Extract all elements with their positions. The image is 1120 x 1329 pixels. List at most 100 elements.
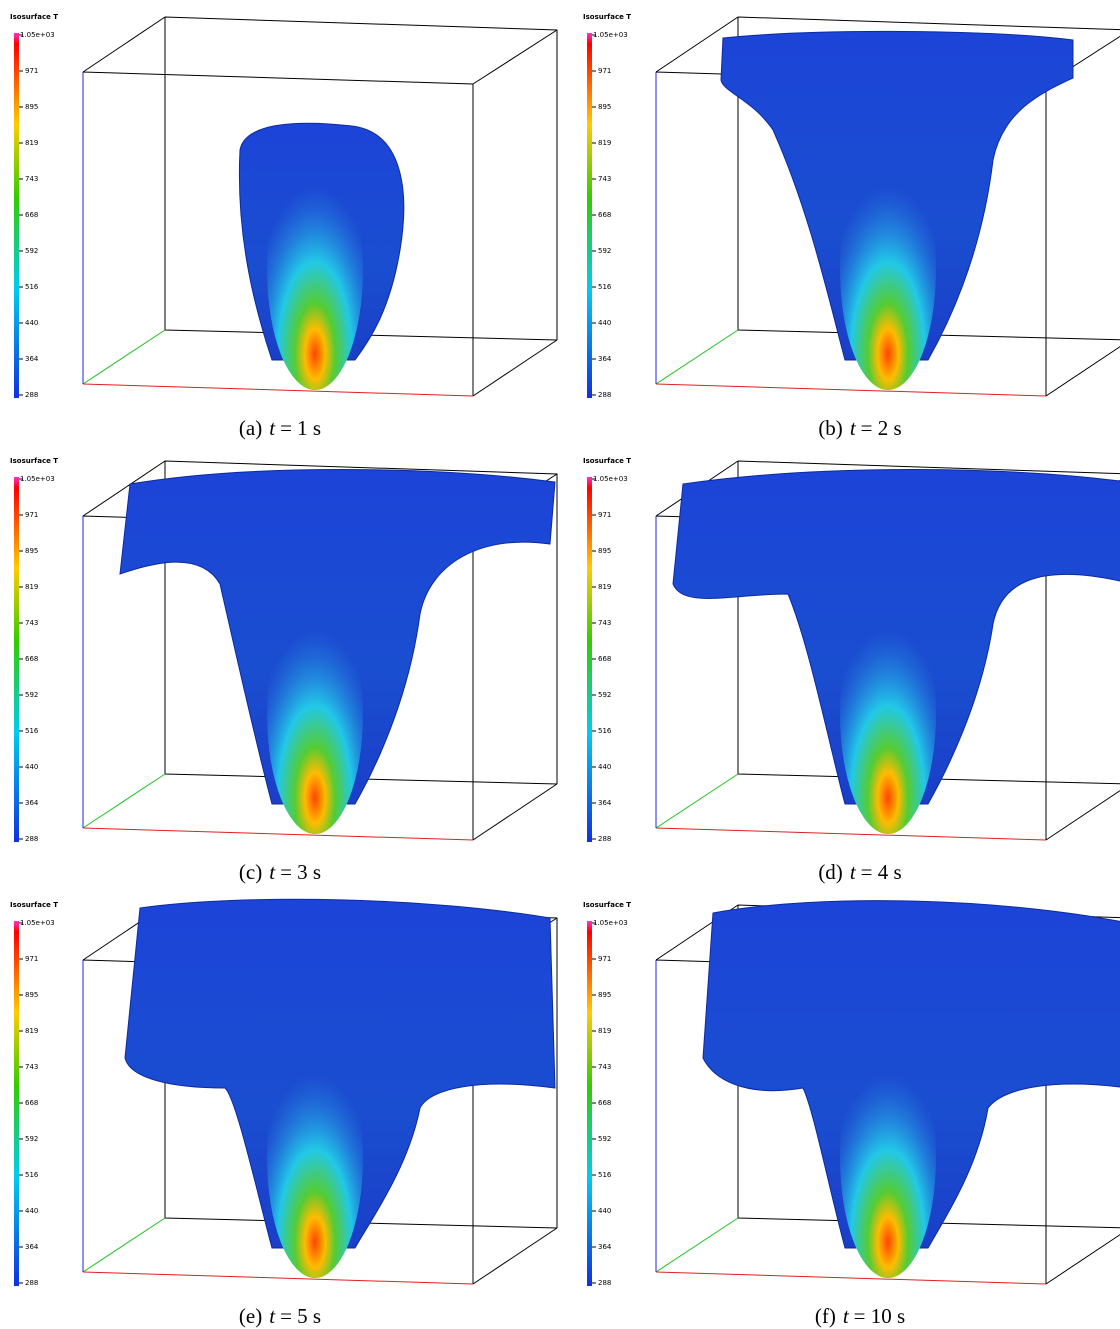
caption-value: = 5 s: [280, 1304, 321, 1328]
colorbar-tick-label: 971: [25, 67, 38, 75]
colorbar-title: Isosurface T: [10, 457, 58, 465]
colorbar-tick-label: 516: [598, 283, 612, 291]
colorbar-tick-label: 364: [598, 355, 612, 363]
colorbar-title: Isosurface T: [10, 901, 58, 909]
colorbar: [587, 33, 592, 398]
isosurface-core: [267, 1038, 363, 1278]
colorbar-tick-label: 592: [598, 1135, 611, 1143]
colorbar-tick-label: 668: [25, 1099, 38, 1107]
colorbar-tick-label: 743: [598, 619, 611, 627]
caption-value: = 2 s: [861, 416, 902, 440]
colorbar-tick-label: 1.05e+03: [20, 919, 55, 927]
colorbar-tick-label: 743: [25, 175, 38, 183]
colorbar-tick-label: 971: [598, 955, 611, 963]
caption-variable: t: [850, 860, 857, 884]
colorbar-tick-label: 743: [25, 1063, 38, 1071]
colorbar-tick-label: 516: [25, 283, 39, 291]
y-axis-line: [655, 1217, 739, 1273]
caption: (d) t = 4 s: [818, 860, 901, 884]
caption-value: = 4 s: [861, 860, 902, 884]
colorbar-tick-label: 516: [598, 727, 612, 735]
caption-tag: (a): [239, 416, 262, 440]
colorbar-tick-label: 668: [598, 211, 611, 219]
colorbar-title: Isosurface T: [583, 457, 631, 465]
colorbar-tick-label: 819: [25, 583, 38, 591]
colorbar-tick-label: 668: [598, 1099, 611, 1107]
colorbar-title: Isosurface T: [583, 901, 631, 909]
colorbar-tick-label: 364: [25, 355, 39, 363]
colorbar-tick-label: 1.05e+03: [20, 31, 55, 39]
colorbar-tick-label: 440: [25, 1207, 38, 1215]
colorbar-tick-label: 819: [598, 1027, 611, 1035]
isosurface-core: [840, 150, 936, 390]
colorbar-tick-label: 516: [598, 1171, 612, 1179]
panel: Isosurface T 1.05e+03 971 895 819 743 668 592 51…: [583, 13, 1120, 440]
caption-tag: (b): [818, 416, 843, 440]
caption-tag: (d): [818, 860, 843, 884]
colorbar-tick-label: 668: [25, 655, 38, 663]
colorbar-tick-label: 440: [598, 319, 611, 327]
colorbar-tick-label: 592: [25, 691, 38, 699]
colorbar-tick-label: 895: [598, 991, 611, 999]
colorbar: [14, 477, 19, 842]
colorbar-tick-label: 364: [598, 799, 612, 807]
isosurface-core: [267, 150, 363, 390]
colorbar-tick-label: 288: [598, 1279, 611, 1287]
colorbar-tick-label: 440: [598, 1207, 611, 1215]
colorbar: [14, 921, 19, 1286]
colorbar-tick-label: 516: [25, 727, 39, 735]
y-axis-line: [82, 329, 166, 385]
colorbar-tick-label: 819: [25, 1027, 38, 1035]
colorbar-title: Isosurface T: [583, 13, 631, 21]
colorbar-tick-label: 1.05e+03: [593, 475, 628, 483]
colorbar-tick-label: 895: [598, 103, 611, 111]
caption-tag: (e): [239, 1304, 262, 1328]
colorbar-tick-label: 971: [25, 955, 38, 963]
colorbar-tick-label: 819: [598, 583, 611, 591]
colorbar-tick-label: 895: [598, 547, 611, 555]
colorbar-tick-label: 440: [25, 319, 38, 327]
colorbar: [14, 33, 19, 398]
colorbar-tick-label: 440: [25, 763, 38, 771]
x-axis-line: [82, 383, 474, 397]
colorbar-tick-label: 288: [25, 391, 38, 399]
caption-value: = 10 s: [854, 1304, 906, 1328]
caption: (f) t = 10 s: [815, 1304, 905, 1328]
caption-value: = 3 s: [280, 860, 321, 884]
colorbar-tick-label: 364: [598, 1243, 612, 1251]
colorbar-tick-label: 592: [25, 247, 38, 255]
colorbar-tick-label: 895: [25, 103, 38, 111]
caption-value: = 1 s: [280, 416, 321, 440]
colorbar-tick-label: 819: [598, 139, 611, 147]
caption: (e) t = 5 s: [239, 1304, 321, 1328]
colorbar-tick-label: 819: [25, 139, 38, 147]
colorbar-tick-label: 364: [25, 1243, 39, 1251]
x-axis-line: [655, 827, 1047, 841]
x-axis-line: [82, 1271, 474, 1285]
colorbar-tick-label: 288: [598, 835, 611, 843]
caption-tag: (f): [815, 1304, 836, 1328]
colorbar-tick-label: 364: [25, 799, 39, 807]
colorbar-tick-label: 971: [25, 511, 38, 519]
colorbar-tick-label: 1.05e+03: [593, 919, 628, 927]
colorbar-tick-label: 971: [598, 511, 611, 519]
colorbar-tick-label: 592: [598, 691, 611, 699]
colorbar-tick-label: 668: [25, 211, 38, 219]
y-axis-line: [82, 773, 166, 829]
colorbar-tick-label: 1.05e+03: [20, 475, 55, 483]
y-axis-line: [655, 329, 739, 385]
colorbar-tick-label: 288: [25, 1279, 38, 1287]
colorbar-title: Isosurface T: [10, 13, 58, 21]
caption: (b) t = 2 s: [818, 416, 901, 440]
caption-variable: t: [269, 1304, 276, 1328]
y-axis-line: [655, 773, 739, 829]
isosurface-core: [840, 594, 936, 834]
caption-variable: t: [269, 416, 276, 440]
panel: Isosurface T 1.05e+03 971 895 819 743 668 592 51…: [10, 898, 558, 1328]
colorbar-tick-label: 592: [25, 1135, 38, 1143]
panel: Isosurface T 1.05e+03 971 895 819 743 668 592 51…: [583, 900, 1120, 1328]
colorbar-tick-label: 895: [25, 547, 38, 555]
caption-variable: t: [843, 1304, 850, 1328]
caption: (a) t = 1 s: [239, 416, 321, 440]
